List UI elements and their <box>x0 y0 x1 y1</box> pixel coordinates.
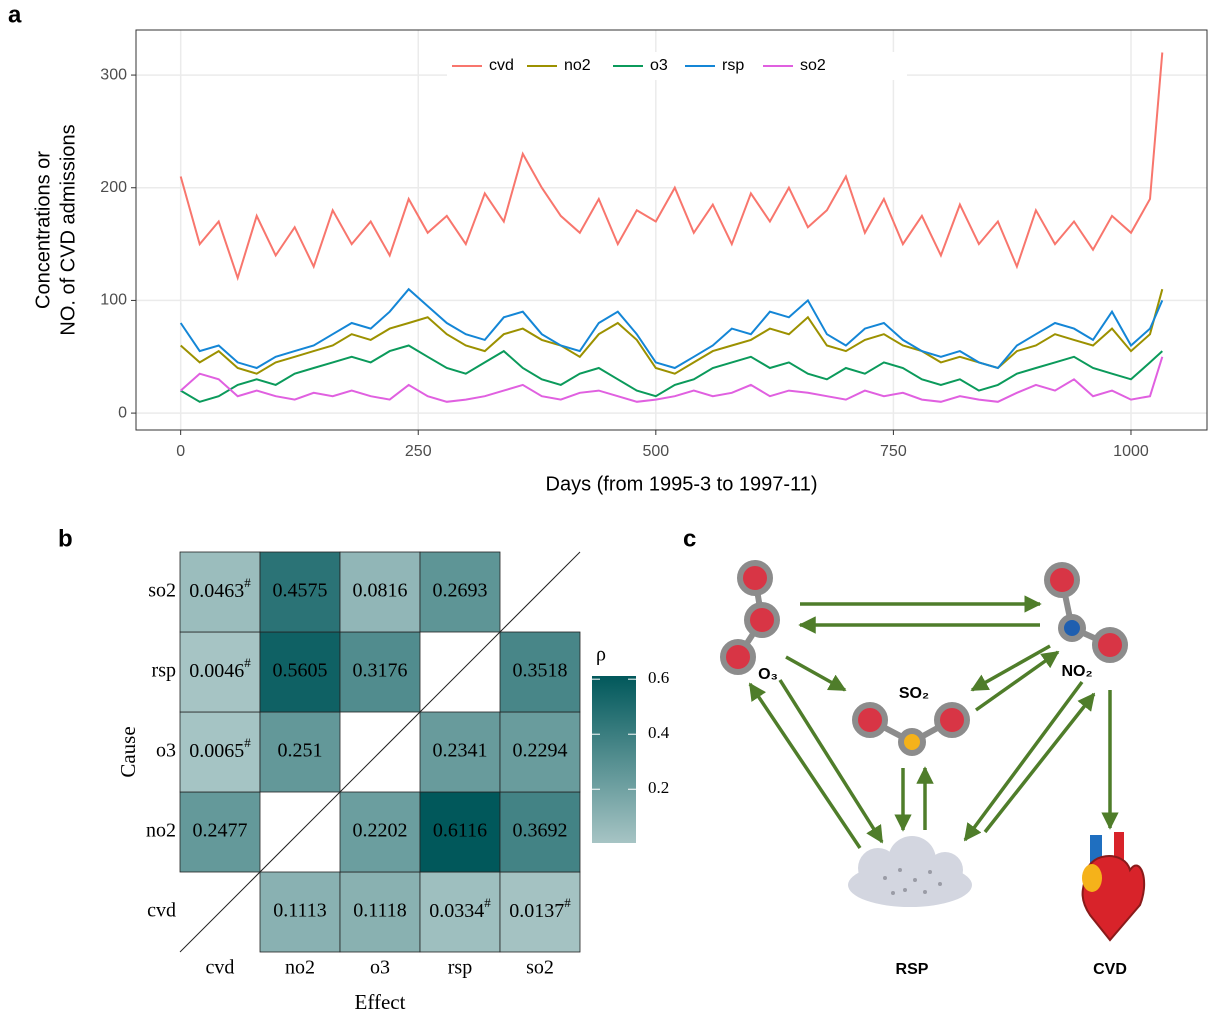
y-tick-label: 100 <box>100 292 127 309</box>
panel-label: c <box>683 525 696 552</box>
x-tick-label: 500 <box>642 443 669 460</box>
legend-label: o3 <box>650 57 668 74</box>
data-line <box>180 356 1164 403</box>
molecules <box>720 560 1128 756</box>
cell-label: 0.0463# <box>189 575 251 602</box>
arrows <box>748 595 1119 849</box>
node-label: SO₂ <box>899 685 929 702</box>
cell-label: 0.2693 <box>433 580 488 602</box>
heatmap-cell <box>419 551 501 633</box>
y-tick-label: 300 <box>100 66 127 83</box>
x-tick-label: 0 <box>176 443 185 460</box>
heatmap-cell <box>339 551 421 633</box>
diagram: c O₃ SO₂ NO₂ <box>683 525 1146 978</box>
cell-label: 0.0816 <box>353 580 408 602</box>
cell-label: 0.4575 <box>273 580 328 602</box>
colorbar-label: 0.2 <box>648 778 669 797</box>
heart <box>1081 832 1146 942</box>
cell-label: 0.3692 <box>513 820 568 842</box>
heatmap-cell <box>499 791 581 873</box>
node-label: O₃ <box>758 666 778 683</box>
x-tick-label: cvd <box>206 957 235 979</box>
cell-label: 0.3176 <box>353 660 408 682</box>
heatmap-cell <box>179 791 261 873</box>
legend-label: so2 <box>800 57 826 74</box>
cell-label: 0.3518 <box>513 660 568 682</box>
heatmap-cell <box>179 631 261 713</box>
cell-label: 0.6116 <box>433 820 487 842</box>
x-axis-label: Days (from 1995-3 to 1997-11) <box>546 473 818 495</box>
heatmap-cell <box>179 711 261 793</box>
y-tick-label: no2 <box>146 820 176 842</box>
y-tick-label: 0 <box>118 404 127 421</box>
legend-label: rsp <box>722 57 744 74</box>
x-tick-label: no2 <box>285 957 315 979</box>
x-tick-label: rsp <box>448 957 472 979</box>
heatmap-cell <box>499 631 581 713</box>
colorbar <box>592 676 636 843</box>
panel-label: a <box>8 1 22 28</box>
cloud <box>848 836 972 907</box>
cell-label: 0.0046# <box>189 655 251 682</box>
y-axis-label: NO. of CVD admissions <box>57 124 79 335</box>
heatmap-cell <box>339 631 421 713</box>
cell-label: 0.2294 <box>513 740 568 762</box>
data-line <box>179 52 1164 282</box>
x-tick-label: o3 <box>370 957 390 979</box>
panel-label: b <box>58 525 73 552</box>
y-tick-label: so2 <box>148 580 176 602</box>
colorbar-label: 0.6 <box>648 668 669 687</box>
heatmap-cell <box>259 871 341 953</box>
node-label: NO₂ <box>1061 663 1092 680</box>
cell-label: 0.0334# <box>429 895 491 922</box>
y-tick-label: rsp <box>152 660 176 682</box>
cell-label: 0.2202 <box>353 820 408 842</box>
heatmap-cell <box>339 791 421 873</box>
colorbar-label: 0.4 <box>648 723 670 742</box>
heatmap-cell <box>499 711 581 793</box>
cell-label: 0.1113 <box>273 900 327 922</box>
data-line <box>179 287 1164 370</box>
x-tick-label: 250 <box>405 443 432 460</box>
x-axis-label: Effect <box>355 990 406 1014</box>
heatmap-cell <box>259 631 341 713</box>
data-line <box>180 288 1164 375</box>
heatmap-cell <box>259 711 341 793</box>
legend-label: cvd <box>489 57 514 74</box>
cell-label: 0.2477 <box>193 820 248 842</box>
cell-label: 0.2341 <box>433 740 488 762</box>
y-axis-label: Concentrations or <box>32 151 54 309</box>
heatmap-cell <box>339 871 421 953</box>
cell-label: 0.0137# <box>509 895 571 922</box>
cell-label: 0.0065# <box>189 735 251 762</box>
y-tick-label: o3 <box>156 740 176 762</box>
x-tick-label: 750 <box>880 443 907 460</box>
node-label: RSP <box>896 961 929 978</box>
heatmap-cell <box>419 791 501 873</box>
legend-background <box>447 52 907 80</box>
plot-border <box>135 29 1208 431</box>
y-tick-label: 200 <box>100 179 127 196</box>
legend-title: ρ <box>596 644 606 666</box>
legend-label: no2 <box>564 57 591 74</box>
node-label: CVD <box>1093 961 1127 978</box>
x-tick-label: 1000 <box>1113 443 1149 460</box>
cell-label: 0.251 <box>278 740 323 762</box>
y-axis-label: Cause <box>116 726 140 777</box>
heatmap-cell <box>419 871 501 953</box>
y-tick-label: cvd <box>147 900 176 922</box>
x-tick-label: so2 <box>526 957 554 979</box>
cell-label: 0.5605 <box>273 660 328 682</box>
heatmap-cell <box>419 711 501 793</box>
heatmap-cell <box>179 551 261 633</box>
diagonal <box>179 551 581 953</box>
cell-label: 0.1118 <box>353 900 407 922</box>
data-line <box>180 344 1163 403</box>
